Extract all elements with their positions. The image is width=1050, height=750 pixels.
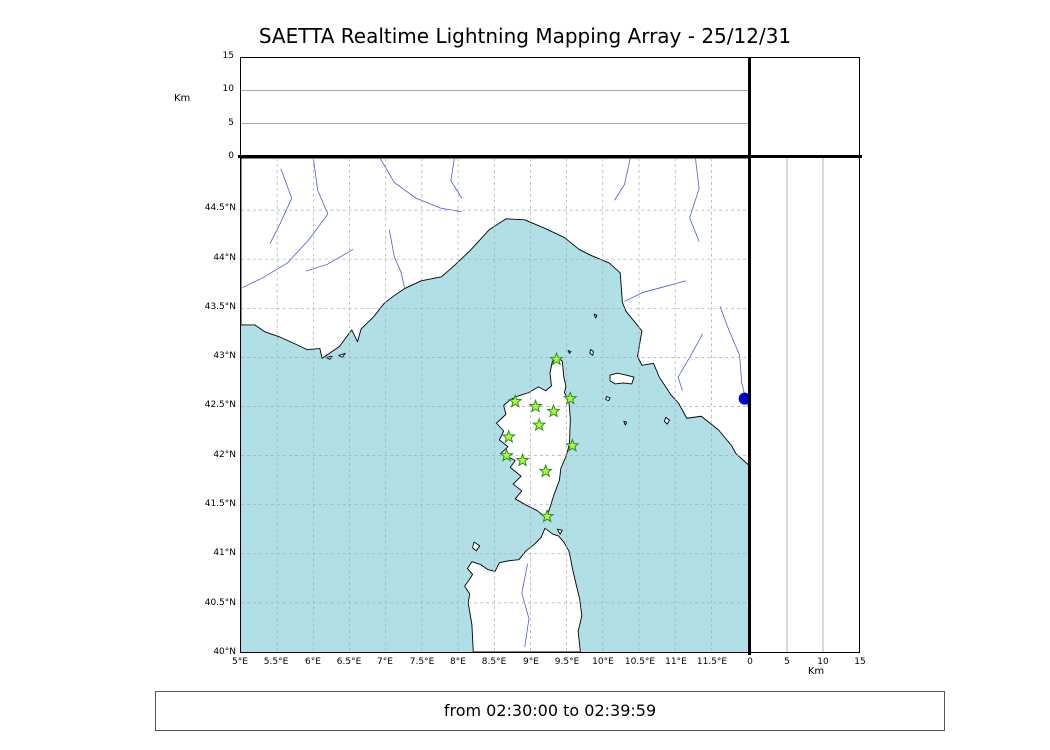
lon-tick-label: 5°E — [232, 657, 248, 667]
lat-tick-label: 40°N — [213, 647, 236, 657]
altitude-lat-plot — [786, 158, 824, 652]
lon-tick-label: 7°E — [377, 657, 393, 667]
river — [719, 306, 748, 407]
landmass — [567, 350, 572, 354]
river — [379, 158, 462, 213]
station-marker — [565, 438, 580, 452]
altitude-lon-plot — [241, 90, 749, 124]
detection-dot — [738, 392, 749, 405]
river — [614, 158, 631, 201]
landmass — [496, 355, 571, 518]
river — [677, 333, 704, 391]
station-marker — [515, 452, 530, 467]
river — [388, 229, 405, 288]
map-plot — [241, 158, 749, 652]
altitude-left-tick-label: 5 — [228, 118, 234, 128]
landmass — [464, 527, 583, 652]
lon-tick-label: 9°E — [523, 657, 539, 667]
map-panel — [240, 157, 750, 653]
altitude-bottom-tick-label: 5 — [784, 657, 790, 667]
lat-tick-label: 41°N — [213, 548, 236, 558]
altitude-vs-longitude-panel — [240, 57, 750, 157]
station-marker — [507, 393, 523, 408]
station-marker — [531, 417, 547, 432]
river — [242, 158, 329, 289]
lon-tick-label: 6.5°E — [336, 657, 362, 667]
altitude-bottom-tick-label: 10 — [817, 657, 829, 667]
altitude-bottom-tick-label: 15 — [854, 657, 866, 667]
altitude-left-tick-label: 10 — [222, 84, 234, 94]
river — [306, 248, 354, 272]
lon-tick-label: 9.5°E — [554, 657, 580, 667]
altitude-left-tick-label: 15 — [222, 51, 234, 61]
station-marker — [528, 398, 543, 413]
altitude-axis-label-bottom: Km — [807, 666, 825, 677]
station-marker — [538, 463, 553, 478]
landmass — [609, 372, 635, 385]
lat-tick-label: 42°N — [213, 450, 236, 460]
thick-divider-vertical — [748, 57, 751, 655]
altitude-axis-label-left: Km — [174, 93, 191, 104]
status-bar: from 02:30:00 to 02:39:59 — [155, 691, 945, 731]
corner-panel — [750, 57, 860, 157]
lon-tick-label: 10°E — [592, 657, 614, 667]
lon-tick-label: 5.5°E — [263, 657, 289, 667]
thick-divider-horizontal — [238, 155, 862, 158]
landmass — [589, 349, 594, 356]
river — [521, 563, 530, 648]
landmass — [556, 528, 563, 535]
lon-tick-label: 11°E — [665, 657, 687, 667]
station-marker — [563, 391, 578, 405]
lon-tick-label: 6°E — [305, 657, 321, 667]
lon-tick-label: 11.5°E — [696, 657, 728, 667]
landmass — [472, 541, 481, 552]
status-text: from 02:30:00 to 02:39:59 — [443, 701, 657, 720]
landmass — [663, 416, 670, 425]
altitude-vs-latitude-panel — [750, 157, 860, 653]
lon-tick-label: 8°E — [450, 657, 466, 667]
station-marker — [501, 429, 516, 444]
river — [269, 168, 293, 244]
lon-tick-label: 8.5°E — [481, 657, 507, 667]
station-marker — [499, 448, 514, 462]
lat-tick-label: 43.5°N — [204, 302, 236, 312]
station-marker — [539, 508, 555, 523]
lat-tick-label: 42.5°N — [204, 400, 236, 410]
lon-tick-label: 10.5°E — [624, 657, 656, 667]
lat-tick-label: 40.5°N — [204, 598, 236, 608]
lon-tick-label: 7.5°E — [409, 657, 435, 667]
landmass — [623, 420, 628, 426]
landmass — [241, 158, 749, 466]
altitude-left-tick-label: 0 — [228, 151, 234, 161]
station-marker — [546, 403, 561, 418]
lat-tick-label: 41.5°N — [204, 499, 236, 509]
river — [450, 158, 463, 199]
landmass — [325, 355, 333, 360]
station-marker — [549, 351, 564, 366]
landmass — [605, 396, 611, 402]
landmass — [338, 352, 346, 358]
altitude-bottom-tick-label: 0 — [747, 657, 753, 667]
landmass — [593, 313, 598, 319]
river — [689, 158, 700, 242]
lat-tick-label: 44.5°N — [204, 203, 236, 213]
figure-title: SAETTA Realtime Lightning Mapping Array … — [258, 24, 792, 48]
lat-tick-label: 43°N — [213, 351, 236, 361]
lat-tick-label: 44°N — [213, 253, 236, 263]
